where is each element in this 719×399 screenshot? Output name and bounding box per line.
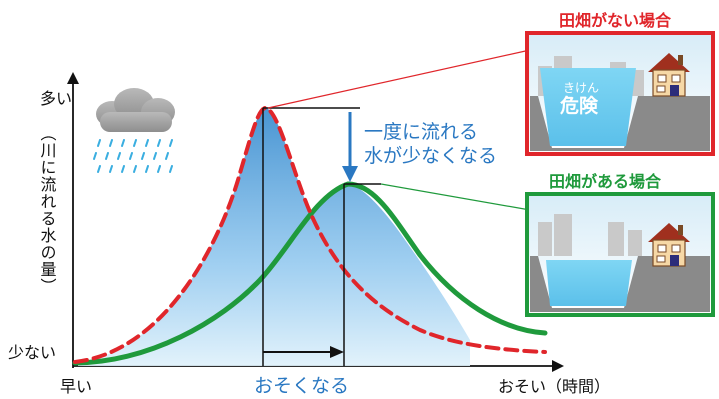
red-dashed-curve-without-fields — [73, 105, 547, 364]
y-axis-arrow — [67, 72, 79, 84]
y-axis-title: （川に流れる水の量） — [38, 125, 57, 295]
peak-drop-label-line2: 水が少なくなる — [364, 145, 497, 167]
panel-with-title: 田畑がある場合 — [549, 172, 662, 191]
delay-label: おそくなる — [254, 375, 349, 397]
panel-without-title: 田畑がない場合 — [559, 11, 672, 30]
y-axis-bottom-label: 少ない — [8, 343, 56, 362]
peak-drop-label-line1: 一度に流れる — [364, 121, 478, 143]
delay-arrowhead — [330, 346, 344, 358]
peak-drop-arrowhead — [342, 166, 358, 182]
connector-green — [380, 183, 531, 211]
danger-big-label: 危険 — [560, 94, 599, 117]
y-axis-top-label: 多い — [40, 89, 72, 108]
x-axis-left-label: 早い — [60, 377, 92, 396]
x-axis-arrow — [552, 360, 564, 372]
x-axis-right-label: おそい（時間） — [498, 377, 610, 396]
rain-cloud-icon — [93, 88, 175, 173]
connector-red — [267, 49, 531, 109]
panel-without-fields: 田畑がない場合 きけん 危険 — [525, 11, 715, 156]
danger-small-label: きけん — [563, 81, 599, 95]
panel-with-fields: 田畑がある場合 — [525, 172, 715, 317]
